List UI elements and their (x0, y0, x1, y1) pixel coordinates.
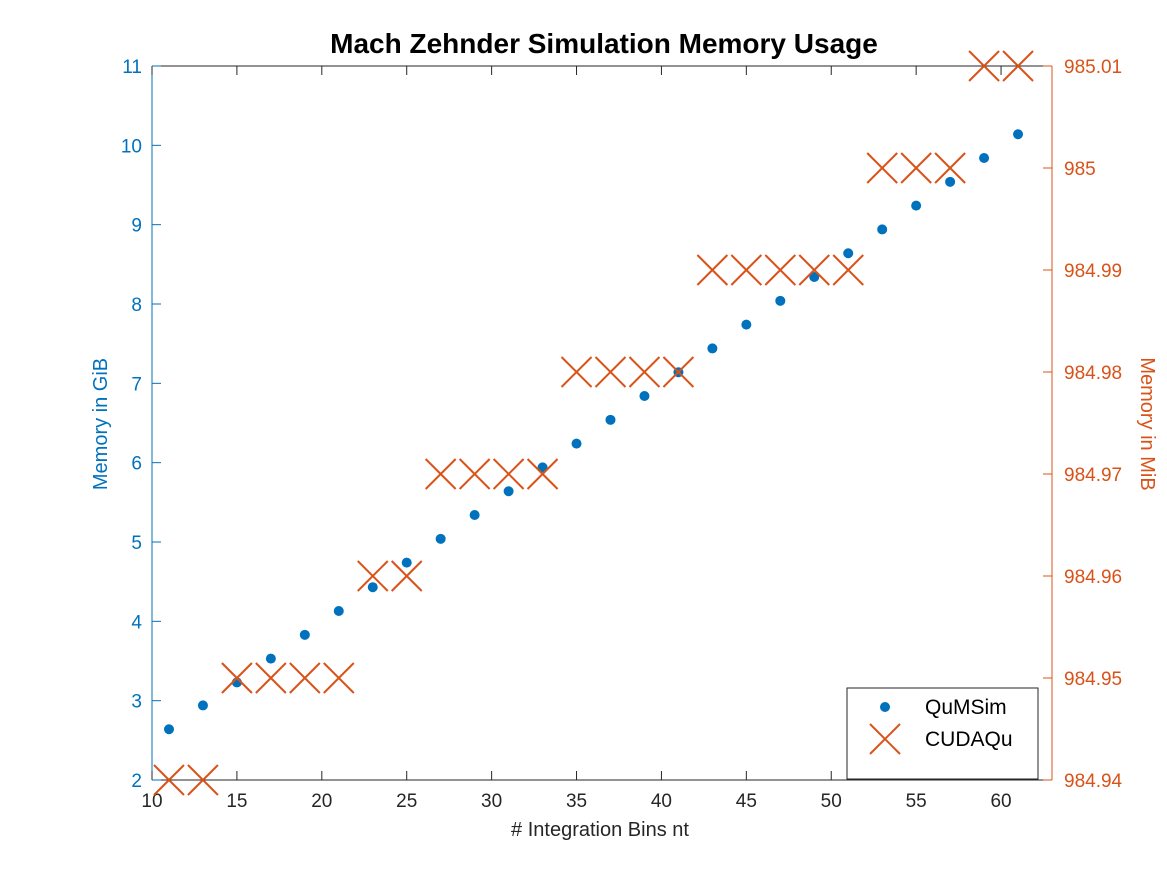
x-tick-label: 20 (311, 791, 332, 812)
qumsim-point (775, 295, 786, 306)
qumsim-point (367, 582, 378, 593)
qumsim-point (707, 343, 718, 354)
y-left-tick-label: 3 (131, 692, 142, 713)
y-left-tick-label: 4 (131, 612, 142, 633)
cudaqu-point (492, 458, 525, 490)
legend-label-qumsim: QuMSim (925, 696, 1007, 719)
qumsim-point (843, 248, 854, 259)
x-tick-label: 60 (990, 791, 1011, 812)
x-tick-label: 25 (396, 791, 417, 812)
x-tick-label: 35 (566, 791, 587, 812)
cudaqu-point (662, 356, 695, 388)
cudaqu-point (900, 152, 932, 184)
cudaqu-point (424, 458, 457, 490)
y-right-tick-label: 984.95 (1064, 669, 1122, 690)
x-tick-label: 30 (481, 791, 502, 812)
cudaqu-point (798, 254, 830, 286)
qumsim-point (537, 462, 548, 473)
y-left-tick-label: 11 (122, 57, 142, 78)
qumsim-point (945, 176, 956, 187)
axes: 10 15 20 25 30 35 40 45 50 55 60234567891011984.94… (121, 57, 1123, 812)
y-right-tick-label: 984.97 (1064, 465, 1122, 486)
y-left-tick-label: 5 (131, 533, 142, 554)
x-tick-label: 45 (736, 791, 757, 812)
y-right-tick-label: 984.94 (1064, 771, 1123, 792)
cudaqu-point (153, 764, 185, 796)
cudaqu-point (221, 662, 253, 694)
qumsim-point (571, 438, 582, 449)
qumsim-point (911, 200, 922, 211)
qumsim-point (809, 272, 820, 283)
cudaqu-point (968, 50, 1000, 82)
x-tick-label: 40 (651, 791, 672, 812)
qumsim-point (401, 557, 412, 568)
cudaqu-point (934, 152, 966, 184)
x-tick-label: 55 (906, 791, 927, 812)
qumsim-point (197, 700, 208, 711)
y-right-tick-label: 985.01 (1064, 57, 1122, 78)
y-left-tick-label: 6 (131, 454, 142, 475)
legend: QuMSim CUDAQu (846, 687, 1039, 780)
qumsim-point (605, 414, 616, 425)
cudaqu-point (696, 254, 729, 286)
cudaqu-point (628, 356, 661, 388)
cudaqu-point (391, 560, 423, 592)
y-left-tick-label: 10 (121, 136, 142, 157)
x-axis-label: # Integration Bins nt (511, 819, 689, 841)
qumsim-point (503, 486, 514, 497)
qumsim-point (741, 319, 752, 330)
qumsim-point (435, 533, 446, 544)
cudaqu-point (187, 764, 219, 796)
qumsim-point (163, 724, 174, 735)
cudaqu-point (1002, 50, 1034, 82)
qumsim-point (639, 391, 650, 402)
qumsim-point (1013, 129, 1024, 140)
qumsim-point (979, 153, 990, 164)
cudaqu-point (730, 254, 763, 286)
y-right-tick-label: 984.98 (1064, 363, 1122, 384)
y-axis-left-label: Memory in GiB (90, 358, 112, 490)
legend-marker-qumsim (880, 702, 890, 712)
plot-area (153, 50, 1034, 796)
cudaqu-point (866, 152, 898, 184)
y-right-tick-label: 985 (1064, 159, 1096, 180)
x-tick-label: 10 (141, 791, 162, 812)
y-right-tick-label: 984.96 (1064, 567, 1122, 588)
y-left-tick-label: 9 (131, 216, 142, 237)
y-left-tick-label: 7 (131, 374, 142, 395)
cudaqu-point (594, 356, 627, 388)
qumsim-point (469, 510, 480, 521)
cudaqu-point (357, 560, 389, 592)
chart-title: Mach Zehnder Simulation Memory Usage (330, 28, 878, 59)
y-right-tick-label: 984.99 (1064, 261, 1122, 282)
y-left-tick-label: 2 (131, 771, 142, 792)
qumsim-point (877, 224, 888, 235)
x-tick-label: 15 (226, 791, 247, 812)
legend-marker-cudaqu (869, 723, 901, 755)
legend-label-cudaqu: CUDAQu (925, 728, 1013, 751)
cudaqu-point (526, 458, 559, 490)
cudaqu-point (323, 662, 355, 694)
qumsim-point (299, 629, 310, 640)
y-left-tick-label: 8 (131, 295, 142, 316)
cudaqu-point (560, 356, 593, 388)
cudaqu-point (458, 458, 491, 490)
x-tick-label: 50 (821, 791, 842, 812)
cudaqu-point (289, 662, 321, 694)
qumsim-point (265, 653, 276, 664)
qumsim-point (333, 606, 344, 617)
cudaqu-point (255, 662, 287, 694)
cudaqu-point (832, 254, 864, 286)
cudaqu-point (764, 254, 797, 286)
y-axis-right-label: Memory in MiB (1136, 357, 1158, 490)
